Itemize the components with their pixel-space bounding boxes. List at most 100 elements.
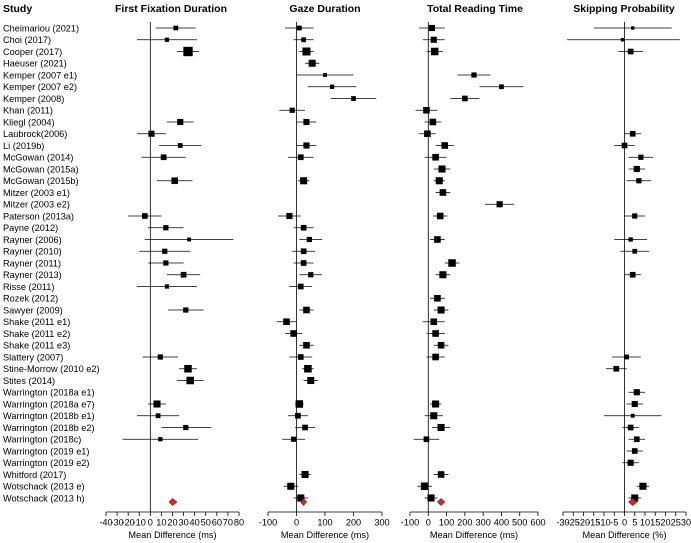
x-tick-label: 300 <box>374 518 389 528</box>
point-estimate <box>620 38 625 42</box>
x-tick-label: -15 <box>587 518 600 528</box>
point-estimate <box>629 271 636 278</box>
study-label: Warrington (2018a e1) <box>3 388 95 398</box>
point-estimate <box>471 72 477 78</box>
point-estimate <box>633 389 640 396</box>
study-label: Rayner (2010) <box>3 247 62 257</box>
point-estimate <box>631 448 638 454</box>
study-estimate <box>484 201 515 208</box>
study-estimate <box>299 341 314 349</box>
point-estimate <box>153 400 161 408</box>
study-estimate <box>435 142 454 149</box>
study-estimate <box>297 177 310 185</box>
point-estimate <box>157 354 163 360</box>
summary-diamond <box>628 498 638 506</box>
point-estimate <box>291 436 297 442</box>
point-estimate <box>290 330 297 337</box>
study-estimate <box>287 154 314 161</box>
study-estimate <box>433 177 445 185</box>
point-estimate <box>430 47 439 56</box>
study-estimate <box>626 178 652 184</box>
study-estimate <box>144 237 234 242</box>
study-estimate <box>161 424 212 431</box>
study-estimate <box>137 37 197 42</box>
study-estimate <box>277 212 301 220</box>
study-estimate <box>293 494 308 502</box>
study-estimate <box>567 38 680 42</box>
x-tick-label: 20 <box>167 518 177 528</box>
study-label: Warrington (2018a e7) <box>3 399 95 409</box>
study-estimate <box>612 354 641 360</box>
point-estimate <box>420 482 429 491</box>
point-estimate <box>437 423 445 432</box>
study-estimate <box>628 165 645 173</box>
study-estimate <box>283 482 298 490</box>
study-estimate <box>137 284 197 289</box>
study-estimate <box>295 424 316 431</box>
point-estimate <box>177 143 183 148</box>
study-labels: Cheimariou (2021) Choi (2017) Cooper (2017… <box>3 23 100 503</box>
x-tick-label: -100 <box>401 518 419 528</box>
x-tick-label: -30 <box>556 518 569 528</box>
study-estimate <box>307 84 357 89</box>
study-estimate <box>296 73 354 77</box>
study-label: Whitford (2017) <box>3 470 66 480</box>
study-estimate <box>430 400 442 408</box>
point-estimate <box>627 459 634 466</box>
study-label: Sawyer (2009) <box>3 305 63 315</box>
x-tick-label: 25 <box>671 518 681 528</box>
study-label: Warrington (2018b e2) <box>3 423 95 433</box>
point-estimate <box>295 400 304 408</box>
x-tick-label: 0 <box>294 518 299 528</box>
study-estimate <box>618 48 643 55</box>
study-estimate <box>293 224 314 231</box>
x-tick-label: -100 <box>259 518 277 528</box>
study-estimate <box>148 400 166 408</box>
point-estimate <box>287 482 295 490</box>
study-estimate <box>626 400 643 408</box>
x-tick-label: -25 <box>567 518 580 528</box>
study-estimate <box>299 470 311 479</box>
point-estimate <box>302 47 311 56</box>
point-estimate <box>183 424 189 431</box>
point-estimate <box>434 294 441 302</box>
point-estimate <box>438 165 446 173</box>
study-estimate <box>424 153 447 161</box>
study-estimate <box>432 212 448 220</box>
forest-panels: First Fixation Duration-40-30-20-10 0 10 20… <box>99 3 691 540</box>
study-estimate <box>142 354 179 360</box>
study-estimate <box>622 424 639 431</box>
study-label: Wotschack (2013 e) <box>3 482 85 492</box>
study-estimate <box>593 26 672 30</box>
x-axis-label: Mean Difference (ms) <box>430 530 518 540</box>
point-estimate <box>430 36 437 43</box>
panel-4: Skipping Probability-30-25-20-15-10 -5 0 5 1… <box>556 3 691 540</box>
point-estimate <box>439 271 447 279</box>
study-estimate <box>282 436 306 442</box>
study-estimate <box>433 165 451 173</box>
point-estimate <box>303 341 310 349</box>
point-estimate <box>162 248 168 254</box>
point-estimate <box>613 365 620 372</box>
study-estimate <box>299 272 323 278</box>
study-label: Mitzer (2003 e2) <box>3 200 70 210</box>
study-estimate <box>168 307 204 313</box>
study-label: Shake (2011 e2) <box>3 329 70 339</box>
study-estimate <box>457 72 491 78</box>
study-estimate <box>626 448 643 454</box>
study-estimate <box>614 142 635 149</box>
point-estimate <box>300 248 307 255</box>
study-label: Rozek (2012) <box>3 294 58 304</box>
point-estimate <box>141 213 148 219</box>
point-estimate <box>434 236 441 243</box>
point-estimate <box>627 48 634 55</box>
point-estimate <box>308 59 316 67</box>
study-estimate <box>166 118 194 126</box>
study-estimate <box>624 213 645 219</box>
study-estimate <box>299 47 314 56</box>
study-estimate <box>628 494 641 502</box>
x-tick-label: 100 <box>439 518 454 528</box>
study-estimate <box>139 248 191 254</box>
point-estimate <box>303 118 310 126</box>
